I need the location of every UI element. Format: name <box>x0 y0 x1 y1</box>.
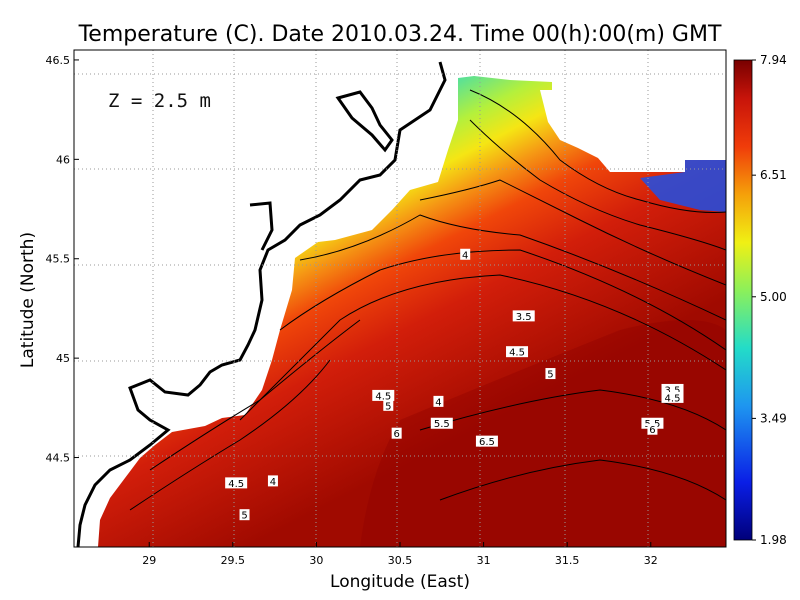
contour-label-bg <box>641 417 664 429</box>
y-tick-label: 46 <box>56 153 70 166</box>
contour-label-bg <box>506 346 529 358</box>
x-tick-label: 29 <box>142 554 156 567</box>
contour-label-bg <box>512 310 535 322</box>
y-tick-label: 46.5 <box>46 54 71 67</box>
contour-label: 3.5 <box>516 312 532 323</box>
x-tick-label: 30.5 <box>388 554 413 567</box>
contour-label-bg <box>225 477 248 489</box>
y-axis-ticks: 44.5 45 45.5 46 46.5 <box>46 54 79 465</box>
contour-label: 4.5 <box>665 393 681 404</box>
contour-label-bg <box>475 435 498 447</box>
contour-label-bg <box>430 417 453 429</box>
contour-lines <box>129 89 726 511</box>
chart-title: Temperature (C). Date 2010.03.24. Time 0… <box>78 22 722 47</box>
colorbar-ticks: 7.94 6.51 5.00 3.49 1.98 <box>752 53 787 547</box>
contour-label: 4.5 <box>228 479 244 490</box>
contour-label: 4.5 <box>509 348 525 359</box>
contour-label-bg <box>383 399 394 411</box>
colorbar-tick-label: 6.51 <box>760 168 787 182</box>
contour-label-bg <box>267 475 278 487</box>
x-tick-label: 31 <box>477 554 491 567</box>
contour-label-bg <box>661 391 684 403</box>
contour-label: 6 <box>649 425 655 436</box>
x-axis-ticks: 29 29.5 30 30.5 31 31.5 32 <box>142 542 658 567</box>
colorbar <box>733 59 753 541</box>
y-axis-label: Latitude (North) <box>18 232 38 368</box>
grid-lines <box>74 50 726 547</box>
contour-label: 5.5 <box>434 419 450 430</box>
lagoon-outline <box>249 201 274 251</box>
y-tick-label: 44.5 <box>46 452 71 465</box>
depth-label: Z = 2.5 m <box>108 90 211 112</box>
estuary-outline <box>335 90 394 153</box>
coastline <box>76 61 447 547</box>
contour-label-bg <box>460 248 471 260</box>
contour-label: 3.5 <box>665 385 681 396</box>
plot-area <box>74 50 726 547</box>
cold-water-patch <box>640 160 726 212</box>
contour-label: 5 <box>547 370 553 381</box>
colorbar-tick-label: 5.00 <box>760 290 787 304</box>
contour-label: 6.5 <box>479 437 495 448</box>
contour-label-bg <box>661 383 684 395</box>
colorbar-tick-label: 1.98 <box>760 533 787 547</box>
x-tick-label: 32 <box>644 554 658 567</box>
contour-label-bg <box>239 509 250 521</box>
contour-label: 4 <box>270 477 276 488</box>
x-tick-label: 30 <box>309 554 323 567</box>
contour-label-bg <box>372 389 395 401</box>
contour-label: 6 <box>393 429 399 440</box>
contour-label: 5 <box>241 511 247 522</box>
contour-label-bg <box>433 395 444 407</box>
contour-label: 4 <box>462 250 468 261</box>
x-tick-label: 31.5 <box>555 554 580 567</box>
hot-core <box>360 320 726 547</box>
x-tick-label: 29.5 <box>221 554 246 567</box>
contour-label: 5 <box>385 401 391 412</box>
contour-label: 4.5 <box>375 391 391 402</box>
contour-label-bg <box>545 368 556 380</box>
colorbar-tick-label: 3.49 <box>760 411 787 425</box>
y-tick-label: 45.5 <box>46 253 71 266</box>
contour-label: 4 <box>435 397 441 408</box>
contour-label-bg <box>391 427 402 439</box>
contour-label-bg <box>647 423 658 435</box>
y-tick-label: 45 <box>56 352 70 365</box>
colorbar-tick-label: 7.94 <box>760 53 787 67</box>
x-axis-label: Longitude (East) <box>330 572 470 592</box>
